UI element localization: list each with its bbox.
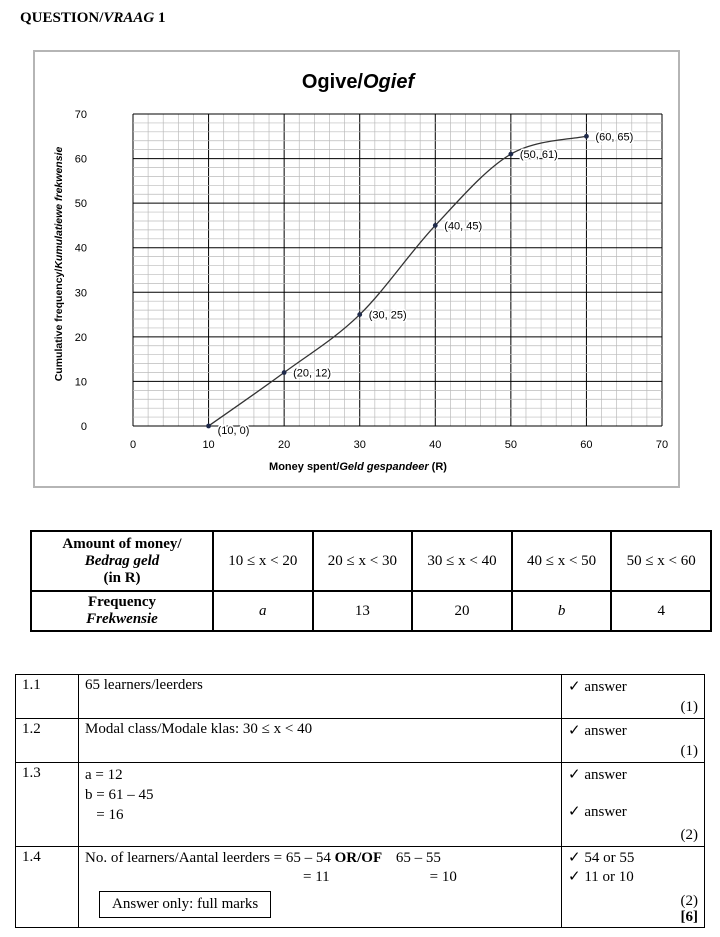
answer-table: 1.1 65 learners/leerders ✓ answer (1) 1.… (15, 674, 705, 928)
answer-text: No. of learners/Aantal leerders = 65 – 5… (78, 846, 562, 928)
data-point (432, 223, 438, 228)
x-tick-label: 20 (278, 439, 290, 451)
data-label: (20, 12) (293, 368, 331, 380)
answer-line: a = 12 (85, 767, 123, 783)
mark-total: (1) (680, 699, 699, 715)
class-cell: 40 ≤ x < 50 (510, 530, 613, 592)
question-title: QUESTION/VRAAG 1 (20, 10, 166, 26)
answer-text: 65 learners/leerders (78, 674, 562, 719)
answer-only-box: Answer only: full marks (99, 891, 272, 918)
x-tick-label: 10 (202, 439, 214, 451)
data-label: (60, 65) (595, 131, 633, 143)
y-tick-label: 20 (75, 332, 87, 344)
frequency-table: Amount of money/ Bedrag geld (in R) 10 ≤… (30, 530, 712, 632)
amount-header-line3: (in R) (103, 569, 141, 586)
frequency-cell: 20 (411, 590, 513, 632)
question-number: 1.4 (15, 846, 79, 928)
answer-line: 65 learners/leerders (85, 677, 203, 693)
mark-check: ✓ 11 or 10 (568, 869, 634, 885)
data-point (508, 151, 514, 157)
class-cell: 20 ≤ x < 30 (311, 530, 414, 592)
y-tick-label: 30 (75, 287, 87, 299)
x-tick-label: 30 (354, 439, 366, 451)
amount-header: Amount of money/ Bedrag geld (in R) (30, 530, 214, 592)
mark-total: (2) (680, 893, 699, 909)
answer-text: a = 12 b = 61 – 45 = 16 (78, 762, 562, 847)
ogive-chart: Ogive/Ogief Money spent/Geld gespandeer … (33, 50, 680, 488)
data-point (206, 423, 211, 429)
chart-title: Ogive/Ogief (302, 71, 417, 93)
class-cell: 30 ≤ x < 40 (411, 530, 513, 592)
mark-check: ✓ 54 or 55 (568, 850, 635, 866)
data-label: (30, 25) (369, 310, 407, 322)
y-tick-label: 40 (75, 243, 87, 255)
ogive-chart-svg: Ogive/Ogief Money spent/Geld gespandeer … (53, 71, 668, 473)
frequency-cell: 4 (610, 590, 712, 632)
question-number: 1.1 (15, 674, 79, 719)
marks-cell: ✓ answer ✓ answer (2) (561, 762, 705, 847)
frequency-cell: 13 (311, 590, 414, 632)
frequency-header-line1: Frequency (87, 594, 157, 610)
marks-cell: ✓ answer (1) (561, 718, 705, 763)
x-tick-label: 70 (656, 439, 668, 451)
y-tick-label: 60 (75, 154, 87, 166)
mark-total: (1) (680, 743, 699, 759)
mark-check: ✓ answer (568, 804, 627, 820)
or-label: OR/OF (334, 850, 383, 866)
amount-header-line1: Amount of money/ (62, 535, 182, 552)
question-number: 1.3 (15, 762, 79, 847)
answer-line: = 11 (303, 869, 330, 885)
frequency-header: Frequency Frekwensie (30, 590, 214, 632)
answer-text: Modal class/Modale klas: 30 ≤ x < 40 (78, 718, 562, 763)
frequency-cell: a (212, 590, 314, 632)
y-tick-label: 0 (81, 421, 87, 433)
x-tick-label: 40 (429, 439, 441, 451)
question-number: 1.2 (15, 718, 79, 763)
mark-check: ✓ answer (568, 679, 627, 695)
frequency-header-line2: Frekwensie (86, 611, 158, 627)
data-point (357, 312, 363, 317)
x-axis-label: Money spent/Geld gespandeer (R) (269, 461, 447, 473)
data-point (584, 133, 589, 139)
x-tick-label: 60 (580, 439, 592, 451)
answer-line: b = 61 – 45 (85, 787, 154, 803)
mark-check: ✓ answer (568, 767, 627, 783)
mark-total: (2) (680, 827, 699, 843)
data-point (281, 370, 287, 375)
answer-line: = 16 (85, 807, 124, 823)
answer-alt: 65 – 55 (395, 850, 441, 866)
y-tick-label: 50 (75, 198, 87, 210)
y-tick-label: 10 (75, 376, 87, 388)
data-label: (40, 45) (444, 220, 482, 232)
marks-cell: ✓ answer (1) (561, 674, 705, 719)
answer-line: No. of learners/Aantal leerders = 65 – 5… (85, 850, 331, 866)
marks-cell: ✓ 54 or 55 ✓ 11 or 10 (2) [6] (561, 846, 705, 928)
y-axis-label: Cumulative frequency/Kumulatiewe frekwen… (53, 147, 65, 382)
x-tick-label: 0 (130, 439, 136, 451)
amount-header-line2: Bedrag geld (84, 552, 160, 569)
ogive-curve (208, 135, 587, 427)
y-tick-label: 70 (75, 109, 87, 121)
class-cell: 10 ≤ x < 20 (212, 530, 314, 592)
x-tick-label: 50 (505, 439, 517, 451)
answer-line: Modal class/Modale klas: 30 ≤ x < 40 (85, 721, 313, 737)
mark-check: ✓ answer (568, 723, 627, 739)
data-label: (50, 61) (520, 149, 558, 161)
frequency-cell: b (510, 590, 613, 632)
grand-total: [6] (680, 909, 699, 925)
answer-alt: = 10 (429, 869, 457, 885)
data-label: (10, 0) (218, 425, 250, 437)
class-cell: 50 ≤ x < 60 (610, 530, 712, 592)
